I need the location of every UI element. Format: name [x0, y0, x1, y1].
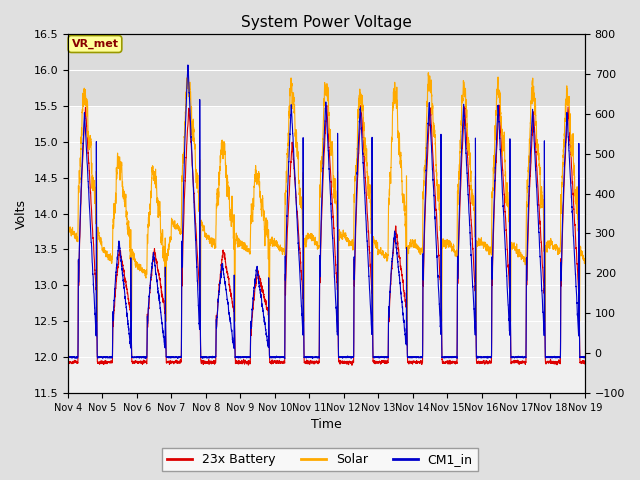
Bar: [68, 34, 585, 106]
Y-axis label: Volts: Volts: [15, 199, 28, 228]
Legend: 23x Battery, Solar, CM1_in: 23x Battery, Solar, CM1_in: [163, 448, 477, 471]
Title: System Power Voltage: System Power Voltage: [241, 15, 412, 30]
Text: VR_met: VR_met: [72, 39, 118, 49]
X-axis label: Time: Time: [311, 419, 342, 432]
